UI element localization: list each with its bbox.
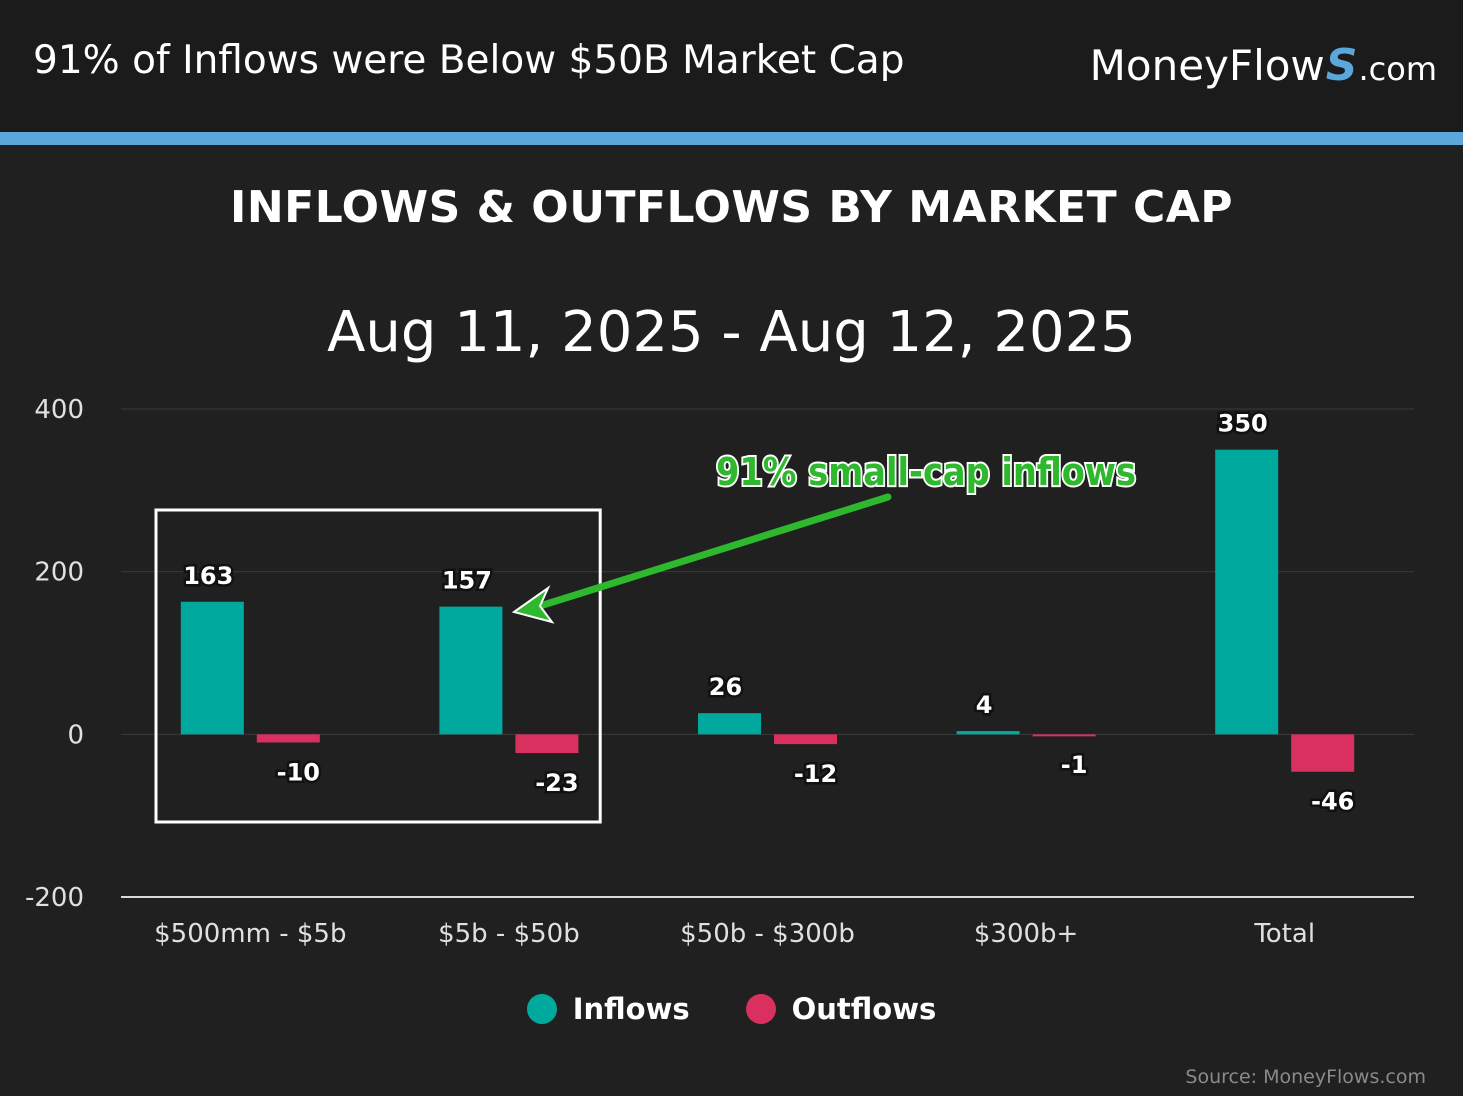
inflow-bar: [956, 731, 1020, 735]
inflow-value-label: 157: [442, 567, 492, 595]
outflow-value-label: -10: [277, 758, 320, 786]
outflow-bar: [1032, 734, 1096, 737]
x-tick-label: $500mm - $5b: [154, 919, 346, 949]
x-tick-label: Total: [1253, 919, 1315, 949]
outflow-value-label: -1: [1061, 751, 1088, 779]
annotation-arrow-head: [511, 585, 555, 624]
y-tick-label: 400: [34, 395, 84, 425]
annotation-arrow-shaft: [536, 493, 892, 610]
legend-label-outflows: Outflows: [791, 992, 937, 1026]
y-tick-label: 0: [67, 720, 84, 750]
inflow-bar: [1215, 449, 1279, 735]
y-tick-label: -200: [25, 883, 84, 913]
chart-subtitle: Aug 11, 2025 - Aug 12, 2025: [327, 300, 1136, 365]
annotation-label: 91% small-cap inflows: [716, 450, 1136, 494]
inflow-value-label: 163: [183, 562, 233, 590]
inflow-bar: [180, 601, 244, 735]
inflow-bar: [698, 713, 761, 735]
outflow-value-label: -12: [794, 760, 837, 788]
outflow-bar: [1291, 734, 1355, 772]
chart-title: INFLOWS & OUTFLOWS BY MARKET CAP: [229, 182, 1234, 233]
brand-suffix: .com: [1358, 50, 1437, 88]
inflow-value-label: 350: [1218, 410, 1268, 438]
x-tick-label: $50b - $300b: [680, 919, 855, 949]
inflow-value-label: 26: [709, 673, 742, 701]
outflow-bar: [515, 734, 579, 754]
inflow-value-label: 4: [976, 691, 993, 719]
outflow-value-label: -46: [1311, 788, 1354, 816]
inflow-bar: [439, 606, 503, 735]
highlight-box: [154, 508, 602, 824]
brand-s-mark: S: [1325, 40, 1358, 91]
legend-dot-outflows: [745, 994, 776, 1024]
source-note: Source: MoneyFlows.com: [1185, 1066, 1426, 1088]
legend: Inflows Outflows: [0, 992, 1463, 1026]
y-tick-label: 200: [34, 558, 84, 588]
legend-item-outflows: Outflows: [745, 992, 937, 1026]
accent-divider: [0, 132, 1463, 145]
legend-dot-inflows: [526, 994, 557, 1024]
outflow-value-label: -23: [535, 769, 578, 797]
legend-label-inflows: Inflows: [572, 992, 690, 1026]
outflow-bar: [774, 734, 837, 745]
brand-logo: MoneyFlow S .com: [1090, 40, 1437, 91]
x-tick-label: $300b+: [974, 919, 1078, 949]
header-bar: 91% of Inflows were Below $50B Market Ca…: [0, 0, 1463, 132]
header-title: 91% of Inflows were Below $50B Market Ca…: [33, 38, 905, 83]
outflow-bar: [256, 734, 320, 743]
brand-main: MoneyFlow: [1089, 41, 1325, 90]
legend-item-inflows: Inflows: [526, 992, 690, 1026]
x-tick-label: $5b - $50b: [438, 919, 580, 949]
